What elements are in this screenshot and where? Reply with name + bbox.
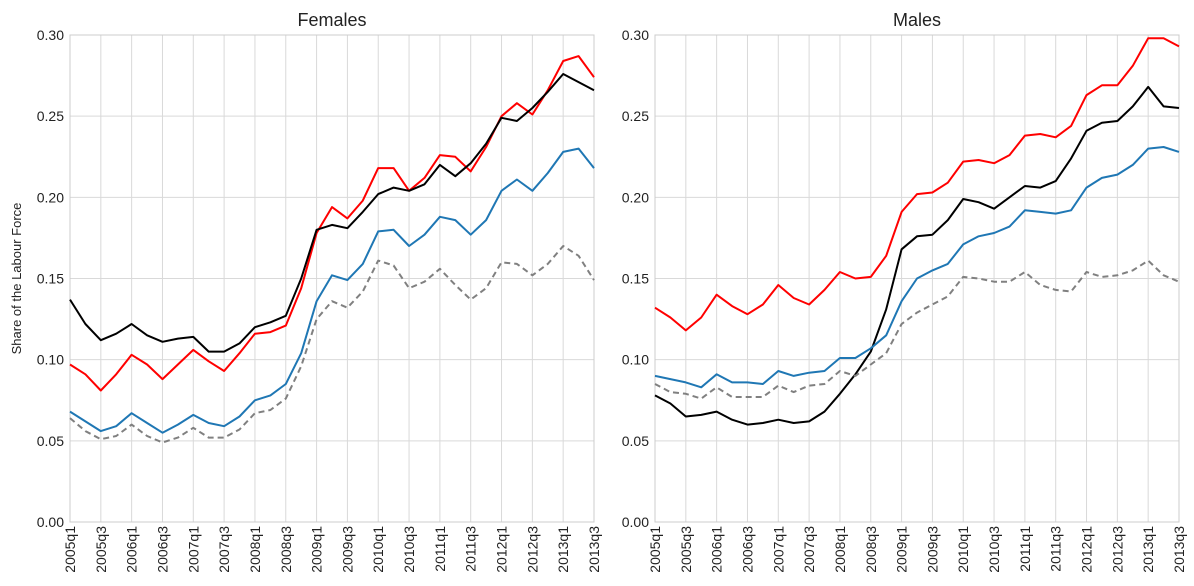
y-tick-label: 0.05 xyxy=(37,433,64,449)
x-tick-label: 2013q1 xyxy=(1140,526,1156,573)
data-line xyxy=(69,55,595,392)
y-tick-label: 0.00 xyxy=(37,514,64,530)
x-tick-label: 2005q1 xyxy=(62,526,78,573)
x-tick-label: 2005q1 xyxy=(647,526,663,573)
x-tick-label: 2007q1 xyxy=(185,526,201,573)
y-tick-label: 0.30 xyxy=(622,27,649,43)
x-tick-label: 2009q3 xyxy=(339,526,355,573)
data-line xyxy=(654,85,1180,426)
y-tick-label: 0.05 xyxy=(622,433,649,449)
x-tick-label: 2008q1 xyxy=(247,526,263,573)
x-tick-label: 2010q1 xyxy=(955,526,971,573)
x-tick-label: 2006q1 xyxy=(709,526,725,573)
x-tick-label: 2012q3 xyxy=(524,526,540,573)
x-tick-label: 2011q3 xyxy=(463,526,479,572)
data-line xyxy=(69,147,595,434)
x-tick-label: 2006q3 xyxy=(739,526,755,573)
x-tick-label: 2005q3 xyxy=(93,526,109,573)
x-tick-label: 2012q3 xyxy=(1109,526,1125,573)
x-tick-label: 2011q1 xyxy=(432,526,448,572)
chart-title: Females xyxy=(297,10,366,30)
x-tick-label: 2006q3 xyxy=(154,526,170,573)
y-tick-label: 0.10 xyxy=(622,352,649,368)
chart-title: Males xyxy=(893,10,941,30)
data-line xyxy=(69,245,595,444)
x-tick-label: 2011q3 xyxy=(1048,526,1064,572)
x-tick-label: 2009q1 xyxy=(309,526,325,573)
y-tick-label: 0.20 xyxy=(37,189,64,205)
x-tick-label: 2008q3 xyxy=(278,526,294,573)
x-tick-label: 2007q3 xyxy=(801,526,817,573)
y-axis-label: Share of the Labour Force xyxy=(9,203,24,355)
y-tick-label: 0.25 xyxy=(622,108,649,124)
x-tick-label: 2013q1 xyxy=(555,526,571,573)
x-tick-label: 2010q3 xyxy=(986,526,1002,573)
data-line xyxy=(654,259,1180,400)
y-tick-label: 0.00 xyxy=(622,514,649,530)
x-tick-label: 2011q1 xyxy=(1017,526,1033,572)
y-tick-label: 0.15 xyxy=(37,271,64,287)
data-line xyxy=(654,37,1180,332)
data-line xyxy=(654,146,1180,389)
y-tick-label: 0.25 xyxy=(37,108,64,124)
x-tick-label: 2007q1 xyxy=(770,526,786,573)
x-tick-label: 2005q3 xyxy=(678,526,694,573)
x-tick-label: 2012q1 xyxy=(1079,526,1095,573)
y-tick-label: 0.10 xyxy=(37,352,64,368)
x-tick-label: 2013q3 xyxy=(1171,526,1187,573)
y-tick-label: 0.30 xyxy=(37,27,64,43)
x-tick-label: 2008q3 xyxy=(863,526,879,573)
x-tick-label: 2008q1 xyxy=(832,526,848,573)
x-tick-label: 2012q1 xyxy=(494,526,510,573)
x-tick-label: 2009q3 xyxy=(924,526,940,573)
plot-frame xyxy=(654,34,1180,523)
y-tick-label: 0.15 xyxy=(622,271,649,287)
x-tick-label: 2010q3 xyxy=(401,526,417,573)
y-tick-label: 0.20 xyxy=(622,189,649,205)
x-tick-label: 2006q1 xyxy=(124,526,140,573)
x-tick-label: 2013q3 xyxy=(586,526,602,573)
x-tick-label: 2010q1 xyxy=(370,526,386,573)
x-tick-label: 2007q3 xyxy=(216,526,232,573)
data-line xyxy=(69,73,595,353)
x-tick-label: 2009q1 xyxy=(894,526,910,573)
